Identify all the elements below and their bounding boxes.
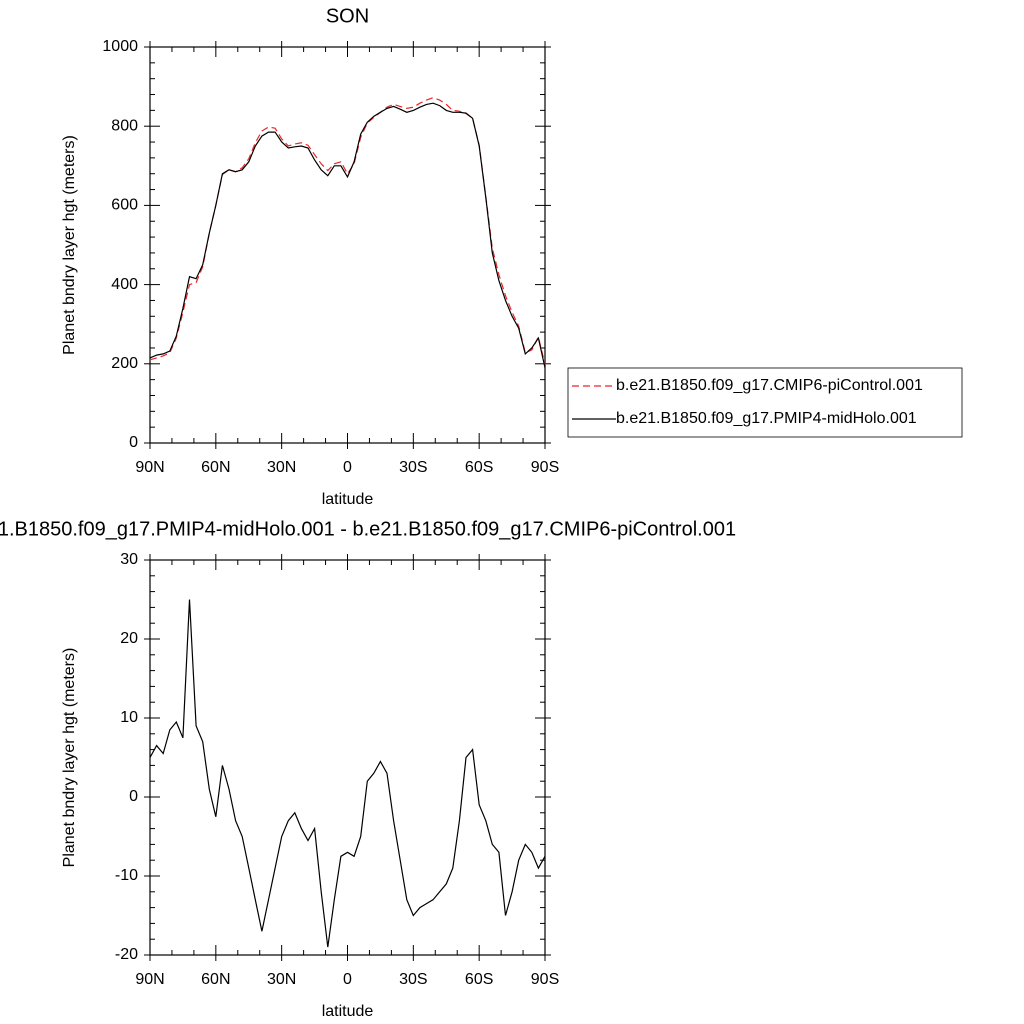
legend-box [567, 367, 963, 438]
y-tick-label: 30 [120, 551, 138, 568]
x-tick-label: 30S [399, 459, 427, 476]
y-tick-label: 200 [111, 355, 138, 372]
y-axis-label: Planet bndry layer hgt (meters) [61, 135, 78, 355]
y-tick-label: 0 [129, 434, 138, 451]
x-tick-label: 90N [135, 459, 164, 476]
y-tick-label: 600 [111, 197, 138, 214]
x-tick-label: 60N [201, 459, 230, 476]
y-tick-label: 10 [120, 709, 138, 726]
y-tick-label: -20 [115, 946, 138, 963]
x-tick-label: 60S [465, 459, 493, 476]
x-tick-label: 0 [343, 971, 352, 988]
x-tick-label: 90N [135, 971, 164, 988]
y-tick-label: 0 [129, 788, 138, 805]
data-line [149, 599, 546, 948]
chart-title: SON [326, 5, 369, 27]
x-tick-label: 90S [531, 459, 559, 476]
x-tick-label: 0 [343, 459, 352, 476]
legend-label: b.e21.B1850.f09_g17.CMIP6-piControl.001 [616, 377, 923, 394]
chart-title: b.e21.B1850.f09_g17.PMIP4-midHolo.001 - … [0, 518, 736, 540]
x-tick-label: 90S [531, 971, 559, 988]
x-tick-label: 30S [399, 971, 427, 988]
plot-frame [149, 559, 546, 956]
y-tick-label: 800 [111, 117, 138, 134]
x-tick-label: 60S [465, 971, 493, 988]
plot-frame [149, 46, 546, 444]
x-axis-label: latitude [322, 491, 374, 508]
data-line [149, 102, 546, 368]
x-tick-label: 60N [201, 971, 230, 988]
x-tick-label: 30N [267, 971, 296, 988]
y-tick-label: 1000 [102, 38, 138, 55]
x-tick-label: 30N [267, 459, 296, 476]
legend-label: b.e21.B1850.f09_g17.PMIP4-midHolo.001 [616, 410, 917, 427]
y-axis-label: Planet bndry layer hgt (meters) [61, 648, 78, 868]
x-axis-label: latitude [322, 1003, 374, 1020]
y-tick-label: -10 [115, 867, 138, 884]
y-tick-label: 400 [111, 276, 138, 293]
y-tick-label: 20 [120, 630, 138, 647]
